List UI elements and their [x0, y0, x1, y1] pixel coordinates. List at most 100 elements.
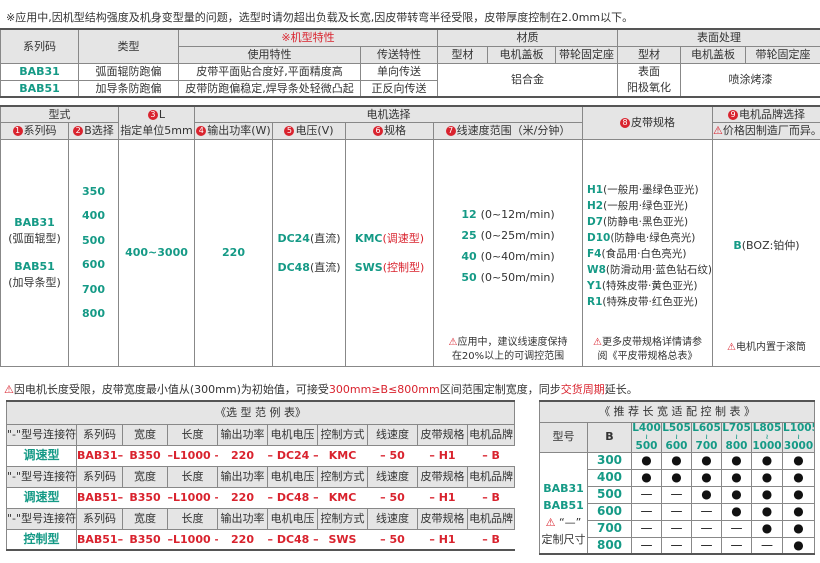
example-value: KMC: [317, 486, 368, 509]
example-value: – B: [467, 528, 515, 551]
example-header: 电机品牌: [466, 507, 516, 530]
material: 铝合金: [436, 62, 619, 98]
h-use: 使用特性: [178, 45, 361, 64]
speed-option: 50 (0~50m/min): [461, 271, 555, 284]
example-value: BAB51–: [76, 486, 123, 509]
width-value: 300: [587, 451, 632, 470]
custom-dash: —: [751, 536, 783, 555]
example-header: 线速度: [367, 507, 418, 530]
example-value: B350: [122, 528, 168, 551]
custom-dash: —: [691, 536, 722, 555]
series-code: BAB31: [14, 216, 55, 229]
example-value: – 50: [367, 444, 418, 467]
spec: SWS(控制型): [354, 261, 425, 274]
example-label: 控制型: [6, 528, 77, 551]
available-dot: ●: [721, 451, 752, 470]
example-header: 系列码: [76, 423, 123, 446]
h-series: 系列码: [0, 28, 79, 64]
speed-option: 12 (0~12m/min): [461, 208, 555, 221]
example-value: – B: [467, 486, 515, 509]
example-value: – 50: [367, 486, 418, 509]
example-value: SWS: [317, 528, 368, 551]
example-label: 调速型: [6, 486, 77, 509]
available-dot: ●: [781, 485, 816, 504]
example-value: – H1: [417, 528, 468, 551]
custom-dash: —: [721, 536, 752, 555]
belt-option: R1(特殊皮带·红色亚光): [587, 296, 698, 308]
example-value: BAB51–: [76, 528, 123, 551]
example-header: 电机电压: [267, 507, 318, 530]
width-value: 700: [587, 519, 632, 538]
example-header: "-"型号连接符: [6, 465, 77, 488]
speed-option: 25 (0~25m/min): [461, 229, 555, 242]
h-belt: 8 皮带规格: [582, 105, 713, 140]
available-dot: ●: [751, 485, 783, 504]
example-value: 220: [217, 528, 268, 551]
b-value: 500: [82, 233, 105, 247]
custom-dash: —: [631, 485, 662, 504]
recommend-row: BAB31 BAB51 ⚠ “—” 定制尺寸 300 ● ● ● ● ● ●: [539, 451, 816, 555]
b-value: 350: [82, 184, 105, 198]
example-header: 线速度: [367, 465, 418, 488]
example-header: 电机电压: [267, 423, 318, 446]
length-range: L605 ≀ 700: [691, 421, 722, 453]
h-power: 4 输出功率(W): [194, 121, 273, 141]
h-cover-2: 电机盖板: [680, 45, 747, 64]
belt-option: D7(防静电·黑色亚光): [587, 216, 689, 228]
width-value: 800: [587, 536, 632, 555]
example-header: 电机品牌: [466, 423, 516, 446]
h-profile: 型材: [437, 45, 488, 64]
h-model: 型号: [539, 421, 588, 453]
example-value: KMC: [317, 444, 368, 467]
example-value: – H1: [417, 486, 468, 509]
belt-option: W8(防滑动用·蓝色钻石纹): [587, 264, 712, 276]
available-dot: ●: [781, 519, 816, 538]
available-dot: ●: [751, 451, 783, 470]
available-dot: ●: [691, 485, 722, 504]
length-range: L1005≀3000: [781, 421, 816, 453]
example-row: 调速型 BAB31– B350 –L1000 –220– DC24 – KMC – 50–…: [6, 444, 515, 467]
surface-profile: 表面 阳极氧化: [617, 62, 682, 98]
example-header: 输出功率: [217, 423, 268, 446]
example-header-row: "-"型号连接符 系列码 宽度 长度 输出功率 电机电压 控制方式 线速度 皮带规格 电机品牌: [6, 507, 516, 530]
b-value: 600: [82, 258, 105, 271]
type: 加导条防跑偏: [78, 79, 179, 98]
example-table: 《选 型 范 例 表》 "-"型号连接符 系列码 宽度 长度 输出功率 电机电压 控制方式线…: [5, 400, 516, 551]
custom-dash: —: [631, 536, 662, 555]
power: 220: [194, 139, 273, 367]
h-brand: 9 电机品牌选择: [712, 105, 820, 123]
example-value: BAB31–: [76, 444, 123, 467]
belt-option: Y1(特殊皮带·黄色亚光): [587, 280, 698, 292]
example-value: 220: [217, 444, 268, 467]
h-profile-2: 型材: [617, 45, 682, 64]
custom-dash: —: [691, 519, 722, 538]
length-range: L705 ≀ 800: [721, 421, 752, 453]
example-value: – DC48 –: [267, 486, 318, 509]
available-dot: ●: [721, 468, 752, 487]
available-dot: ●: [691, 451, 722, 470]
example-header: 电机电压: [267, 465, 318, 488]
example-row: 控制型 BAB51– B350 –L1000 –220– DC48 – SWS – 50–…: [6, 528, 515, 551]
available-dot: ●: [631, 468, 662, 487]
example-header: 系列码: [76, 465, 123, 488]
width-value: 400: [587, 468, 632, 487]
table-row: BAB31 弧面辊防跑偏 皮带平面贴合度好,平面精度高 单向传送 铝合金 表面 阳极氧化 喷涂…: [0, 62, 820, 98]
series-code: BAB31: [0, 62, 79, 81]
belt-option: D10(防静电·绿色亮光): [587, 232, 696, 244]
example-label: 调速型: [6, 444, 77, 467]
example-header: 长度: [167, 465, 218, 488]
b-value: 400: [82, 209, 105, 222]
available-dot: ●: [751, 468, 783, 487]
b-value: 700: [82, 282, 105, 296]
h-seat: 带轮固定座: [554, 45, 619, 64]
available-dot: ●: [631, 451, 662, 470]
example-header: 皮带规格: [417, 465, 468, 488]
custom-dash: —: [631, 519, 662, 538]
custom-dash: —: [661, 502, 692, 521]
example-header: 皮带规格: [417, 423, 468, 446]
h-b: 2 B选择: [68, 121, 119, 141]
example-header: 长度: [167, 423, 218, 446]
selection-table: 型式 3 L 指定单位5mm 电机选择 8 皮带规格 9 电机品牌选择 1 系列码 2 B选择 4 输出功…: [0, 105, 820, 367]
h-cover: 电机盖板: [487, 45, 556, 64]
use: 皮带平面贴合度好,平面精度高: [178, 62, 361, 81]
